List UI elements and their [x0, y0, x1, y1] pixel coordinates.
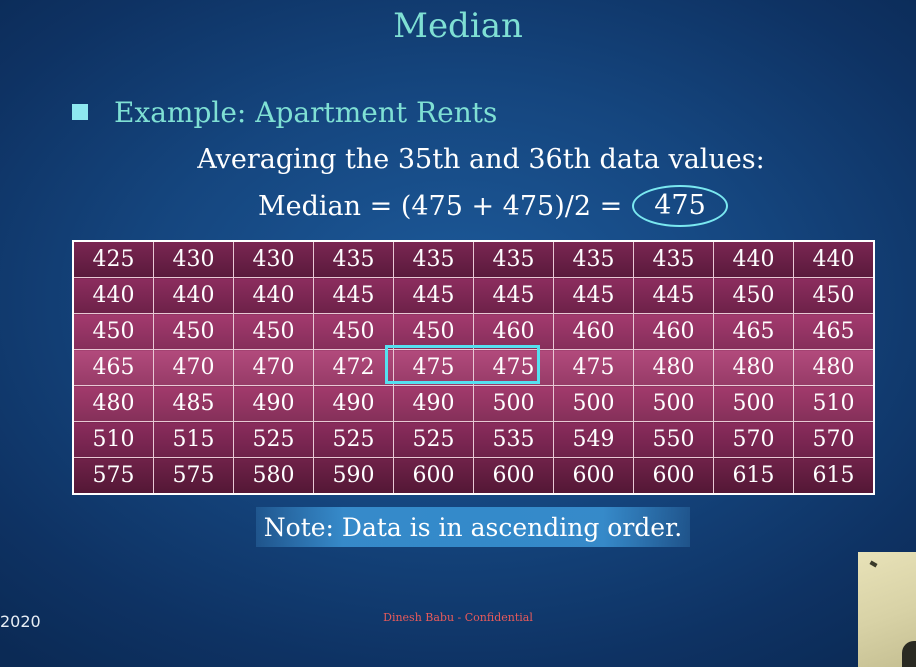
table-row: 575 575 580 590 600 600 600 600 615 615 — [72, 457, 875, 495]
table-row: 440 440 440 445 445 445 445 445 450 450 — [72, 277, 875, 314]
table-cell: 435 — [393, 240, 474, 278]
webcam-mark — [869, 560, 878, 568]
table-cell: 435 — [473, 240, 554, 278]
table-cell: 450 — [393, 313, 474, 350]
table-cell: 525 — [393, 421, 474, 458]
table-cell: 480 — [713, 349, 794, 386]
table-cell: 615 — [713, 457, 794, 495]
table-cell: 600 — [393, 457, 474, 495]
table-row: 510 515 525 525 525 535 549 550 570 570 — [72, 421, 875, 458]
table-cell: 490 — [313, 385, 394, 422]
table-cell: 480 — [633, 349, 714, 386]
table-cell: 440 — [233, 277, 314, 314]
table-cell: 430 — [153, 240, 234, 278]
table-cell: 480 — [72, 385, 154, 422]
table-cell: 440 — [153, 277, 234, 314]
table-cell: 580 — [233, 457, 314, 495]
table-cell: 435 — [313, 240, 394, 278]
table-cell: 440 — [793, 240, 875, 278]
table-row: 465 470 470 472 475 475 475 480 480 480 — [72, 349, 875, 386]
table-cell: 445 — [633, 277, 714, 314]
table-cell: 450 — [313, 313, 394, 350]
table-cell: 472 — [313, 349, 394, 386]
table-cell: 570 — [713, 421, 794, 458]
table-cell: 535 — [473, 421, 554, 458]
table-cell: 425 — [72, 240, 154, 278]
table-cell: 465 — [713, 313, 794, 350]
table-row: 450 450 450 450 450 460 460 460 465 465 — [72, 313, 875, 350]
table-cell: 465 — [793, 313, 875, 350]
table-cell: 445 — [313, 277, 394, 314]
table-cell: 435 — [553, 240, 634, 278]
table-cell: 500 — [473, 385, 554, 422]
table-cell: 475 — [393, 349, 474, 386]
table-cell: 615 — [793, 457, 875, 495]
table-cell: 460 — [553, 313, 634, 350]
webcam-shadow — [902, 641, 916, 667]
table-cell: 570 — [793, 421, 875, 458]
table-cell: 480 — [793, 349, 875, 386]
table-cell: 575 — [153, 457, 234, 495]
footer-text: Dinesh Babu - Confidential — [383, 611, 533, 624]
table-cell: 440 — [713, 240, 794, 278]
table-cell: 550 — [633, 421, 714, 458]
table-cell: 515 — [153, 421, 234, 458]
table-cell: 470 — [153, 349, 234, 386]
table-cell: 490 — [393, 385, 474, 422]
table-row: 480 485 490 490 490 500 500 500 500 510 — [72, 385, 875, 422]
square-bullet-icon — [72, 104, 88, 120]
bullet-item: Example: Apartment Rents — [72, 90, 497, 134]
table-cell: 450 — [713, 277, 794, 314]
table-cell: 475 — [473, 349, 554, 386]
table-cell: 590 — [313, 457, 394, 495]
table-cell: 445 — [553, 277, 634, 314]
table-cell: 460 — [633, 313, 714, 350]
table-cell: 510 — [793, 385, 875, 422]
table-cell: 450 — [233, 313, 314, 350]
table-cell: 500 — [553, 385, 634, 422]
table-row: 425 430 430 435 435 435 435 435 440 440 — [72, 240, 875, 278]
table-cell: 470 — [233, 349, 314, 386]
table-cell: 525 — [313, 421, 394, 458]
table-cell: 450 — [72, 313, 154, 350]
table-cell: 490 — [233, 385, 314, 422]
table-cell: 600 — [553, 457, 634, 495]
webcam-overlay — [858, 552, 916, 667]
table-cell: 500 — [713, 385, 794, 422]
table-cell: 450 — [153, 313, 234, 350]
median-result-circled: 475 — [632, 185, 728, 227]
table-cell: 500 — [633, 385, 714, 422]
median-formula-line: Median = (475 + 475)/2 = 475 — [258, 184, 728, 228]
year-fragment: 2020 — [0, 612, 41, 631]
explanation-line: Averaging the 35th and 36th data values: — [197, 144, 765, 175]
table-cell: 485 — [153, 385, 234, 422]
median-formula: Median = (475 + 475)/2 = — [258, 190, 623, 222]
table-cell: 440 — [72, 277, 154, 314]
slide-title: Median — [393, 6, 523, 46]
apartment-rents-table: 425 430 430 435 435 435 435 435 440 440 440 440 440 4… — [72, 240, 875, 495]
table-cell: 510 — [72, 421, 154, 458]
table-cell: 475 — [553, 349, 634, 386]
table-cell: 450 — [793, 277, 875, 314]
table-cell: 445 — [393, 277, 474, 314]
table-cell: 430 — [233, 240, 314, 278]
bullet-text: Example: Apartment Rents — [114, 95, 498, 129]
table-cell: 525 — [233, 421, 314, 458]
table-cell: 465 — [72, 349, 154, 386]
table-cell: 600 — [633, 457, 714, 495]
table-cell: 435 — [633, 240, 714, 278]
table-cell: 549 — [553, 421, 634, 458]
table-cell: 460 — [473, 313, 554, 350]
table-cell: 600 — [473, 457, 554, 495]
table-cell: 445 — [473, 277, 554, 314]
note-banner: Note: Data is in ascending order. — [256, 507, 690, 547]
table-cell: 575 — [72, 457, 154, 495]
